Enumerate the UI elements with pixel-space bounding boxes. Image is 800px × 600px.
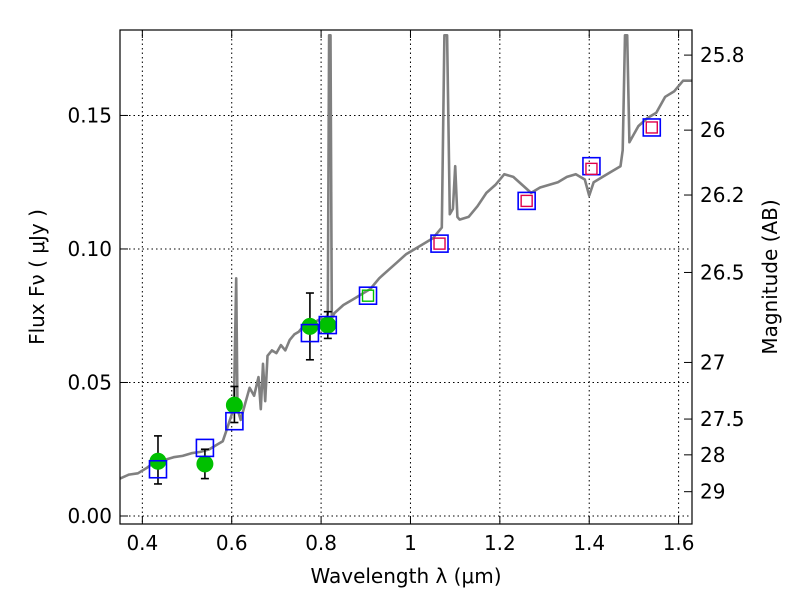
model-photometry-square: [318, 315, 338, 335]
right-tick-label: 26.5: [700, 260, 745, 284]
model-photometry-square: [148, 459, 168, 479]
model-photometry-square: [430, 234, 449, 253]
model-photometry-square: [517, 191, 536, 211]
x-tick-label: 1.4: [573, 531, 605, 555]
grid-lines: [120, 30, 692, 524]
measured-points: [149, 316, 337, 473]
right-axis-ticks: 25.8 26 26.2 26.5 27 27.5 28 29: [684, 43, 745, 504]
right-tick-label: 25.8: [700, 43, 745, 67]
inner-markers: [361, 121, 658, 302]
plot-frame: [119, 29, 693, 525]
model-photometry-square: [195, 438, 215, 458]
right-tick-label: 27.5: [700, 407, 745, 431]
x-tick-label: 0.8: [305, 531, 337, 555]
inner-square-marker: [645, 121, 658, 134]
model-photometry-square: [225, 411, 244, 431]
x-tick-label: 1.6: [663, 531, 695, 555]
inner-square-marker: [585, 162, 598, 176]
right-tick-label: 26: [700, 118, 725, 142]
x-axis-label: Wavelength λ (μm): [310, 564, 501, 588]
x-tick-label: 0.6: [216, 531, 248, 555]
inner-square-marker: [361, 289, 375, 302]
x-tick-label: 0.4: [126, 531, 158, 555]
measured-point: [225, 396, 243, 414]
inner-square-marker: [520, 194, 533, 208]
model-photometry-square: [642, 118, 662, 137]
right-tick-label: 28: [700, 443, 725, 467]
inner-square-marker: [433, 237, 446, 250]
right-tick-label: 27: [700, 350, 725, 374]
y-tick-label: 0.10: [67, 237, 112, 261]
measured-point: [319, 316, 337, 334]
model-spectrum-line: [119, 33, 692, 480]
y-tick-label: 0.00: [67, 504, 112, 528]
x-tick-label: 1.2: [484, 531, 516, 555]
right-tick-label: 29: [700, 480, 725, 504]
x-axis-ticks: 0.4 0.6 0.8 1 1.2 1.4 1.6: [126, 30, 695, 555]
measured-point: [196, 455, 214, 473]
measured-point: [301, 317, 319, 335]
model-photometry-markers: [148, 118, 662, 479]
y-tick-label: 0.05: [67, 370, 112, 394]
y-tick-label: 0.15: [67, 103, 112, 127]
model-photometry-square: [358, 286, 378, 305]
x-tick-label: 1: [404, 531, 417, 555]
y-axis-ticks: 0.00 0.05 0.10 0.15: [67, 103, 128, 528]
right-axis-label: Magnitude (AB): [758, 199, 782, 354]
y-axis-label: Flux Fν ( μJy ): [25, 209, 49, 345]
right-tick-label: 26.2: [700, 183, 745, 207]
model-photometry-square: [300, 323, 320, 343]
